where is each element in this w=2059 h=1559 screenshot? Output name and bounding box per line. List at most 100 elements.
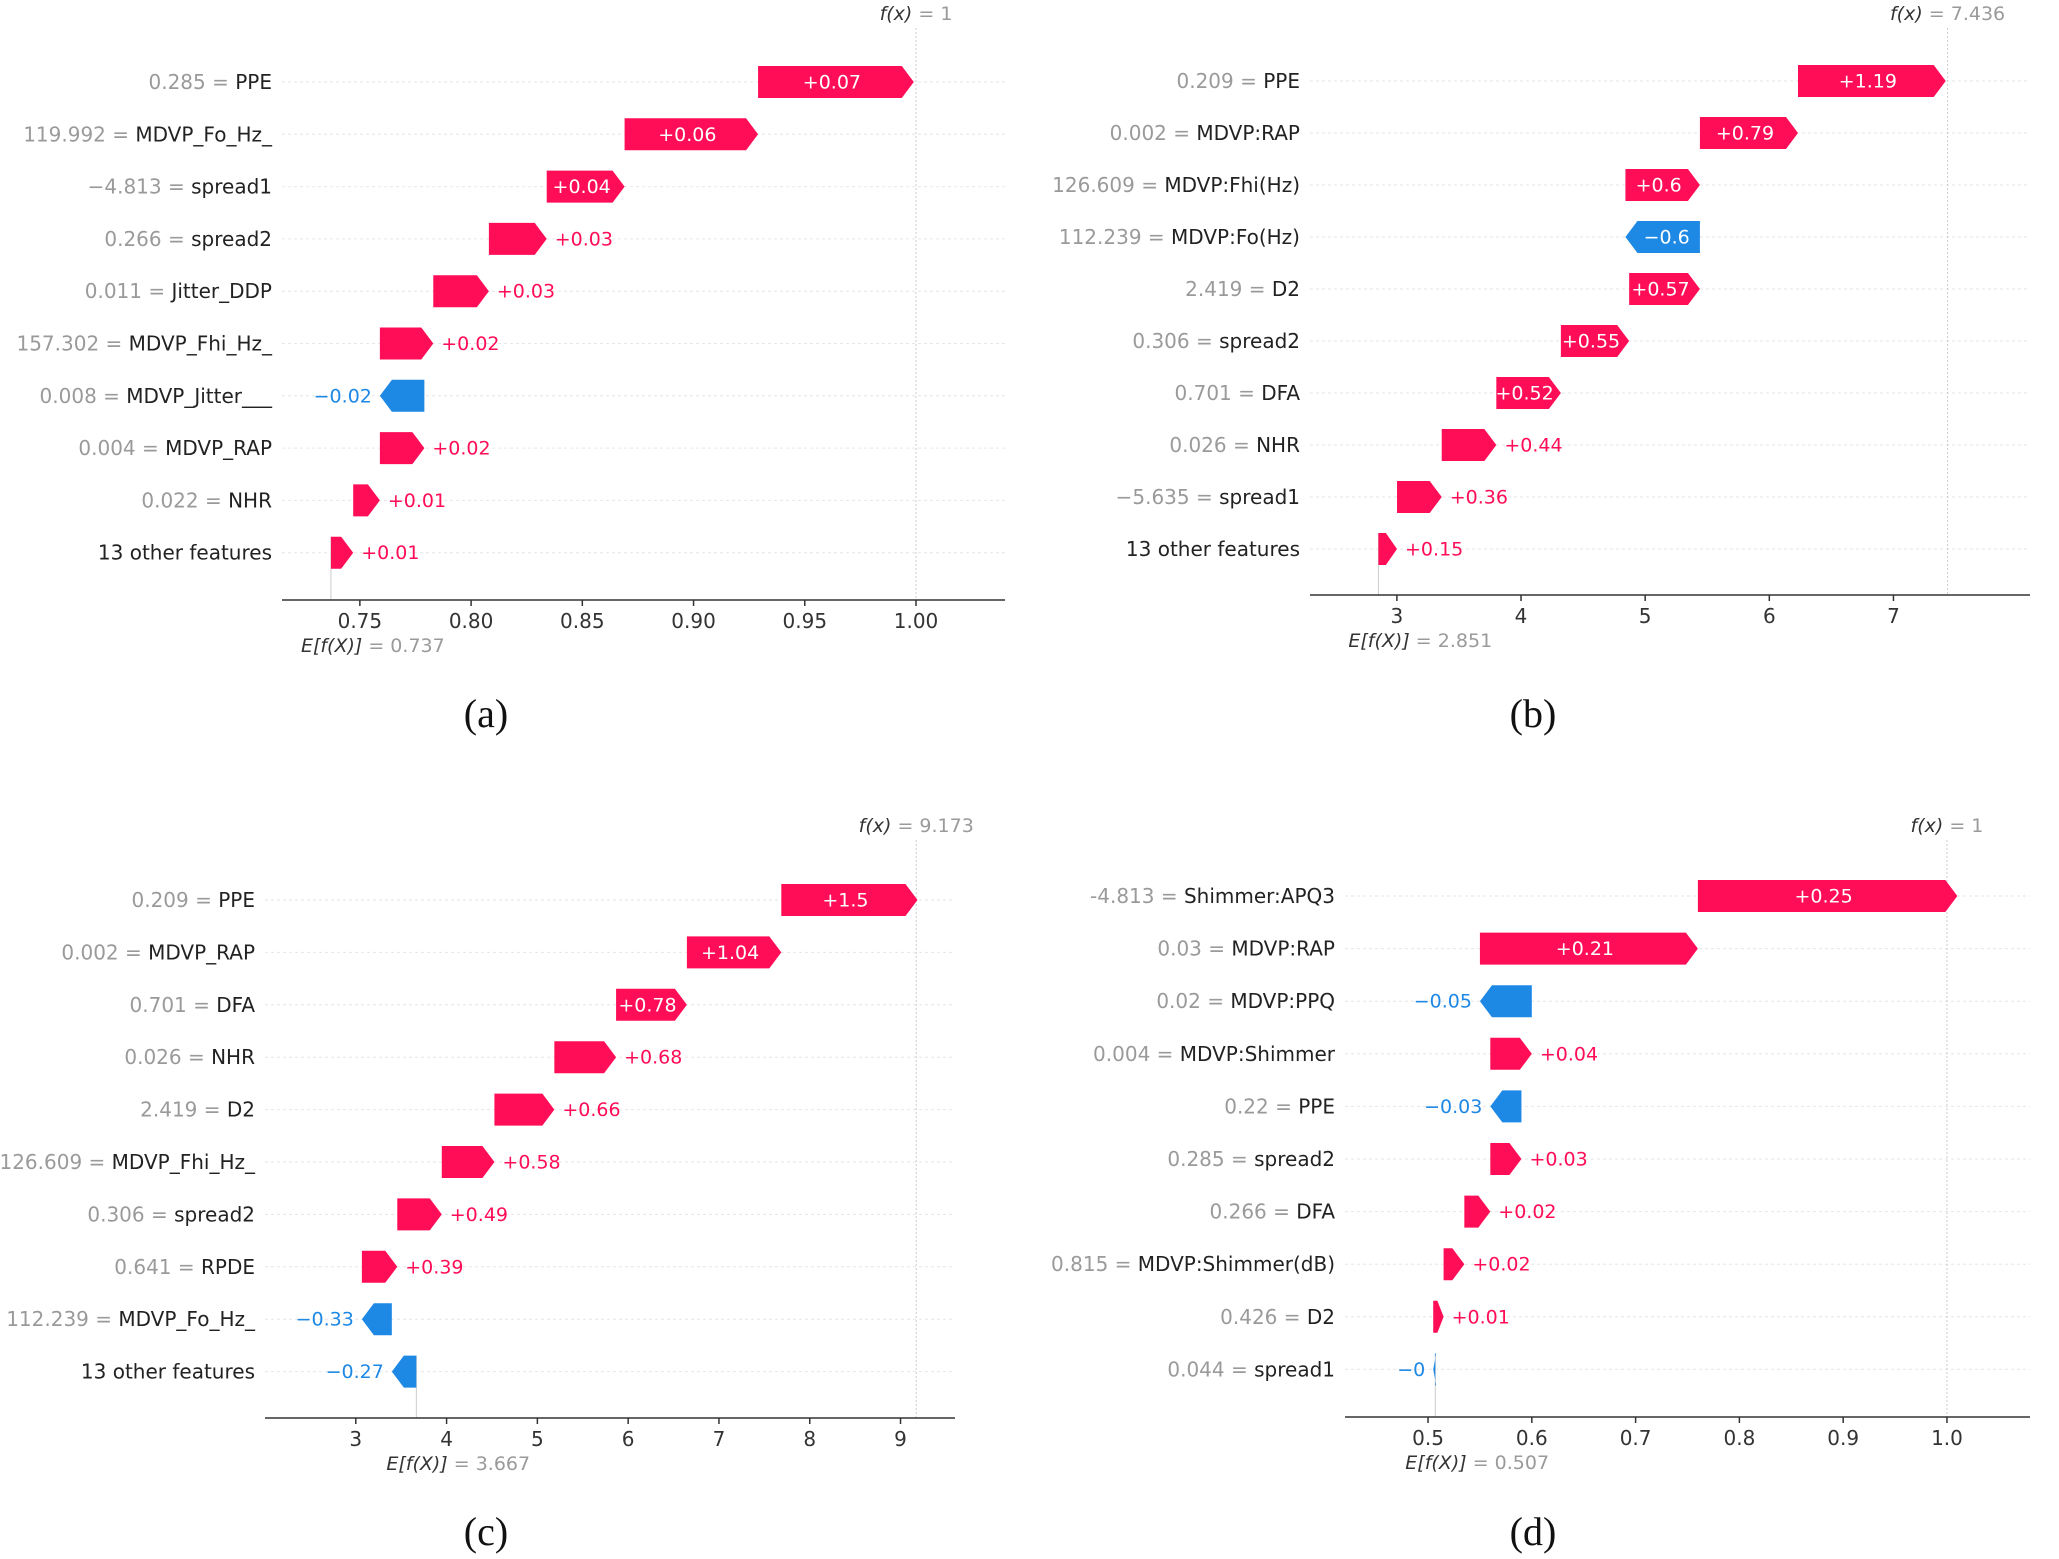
contribution-label: −0.33	[296, 1309, 354, 1331]
positive-contribution-bar	[494, 1093, 555, 1126]
positive-contribution-bar	[397, 1198, 442, 1231]
positive-contribution-bar	[1441, 429, 1497, 461]
feature-label: 0.266 = spread2	[104, 226, 272, 250]
feature-label: 0.004 = MDVP:Shimmer	[1093, 1041, 1336, 1065]
x-tick-label: 0.9	[1827, 1426, 1859, 1450]
feature-label: 0.266 = DFA	[1210, 1199, 1336, 1223]
contribution-label: +0.04	[1540, 1043, 1598, 1065]
feature-label: 0.02 = MDVP:PPQ	[1156, 989, 1335, 1013]
output-value-label: f(x) = 1	[880, 3, 953, 25]
x-tick-label: 7	[1887, 604, 1900, 628]
x-tick-label: 5	[531, 1427, 544, 1451]
contribution-label: +0.02	[441, 333, 499, 355]
x-tick-label: 1.0	[1931, 1426, 1963, 1450]
feature-label: 0.209 = PPE	[1177, 69, 1301, 93]
x-tick-label: 0.8	[1723, 1426, 1755, 1450]
output-value-label: f(x) = 1	[1911, 815, 1984, 837]
feature-label: 126.609 = MDVP:Fhi(Hz)	[1052, 173, 1300, 197]
contribution-label: +0.15	[1405, 539, 1463, 561]
positive-contribution-bar	[1397, 481, 1442, 513]
contribution-label: +0.21	[1556, 938, 1614, 960]
feature-label: 0.008 = MDVP_Jitter___	[40, 383, 273, 407]
positive-contribution-bar	[616, 988, 687, 1021]
positive-contribution-bar	[1560, 325, 1630, 357]
expected-value-label: E[f(X)] = 3.667	[386, 1453, 530, 1475]
contribution-label: +0.02	[1498, 1201, 1556, 1223]
feature-label: 13 other features	[1126, 537, 1300, 561]
feature-label: 0.002 = MDVP:RAP	[1110, 121, 1300, 145]
positive-contribution-bar	[781, 884, 918, 916]
feature-label: −4.813 = spread1	[88, 174, 272, 198]
positive-contribution-bar	[353, 484, 380, 517]
feature-label: 0.026 = NHR	[124, 1045, 255, 1069]
feature-label: 0.026 = NHR	[1169, 433, 1300, 457]
waterfall-panel-c: 3 4 5 6 7 8 9 E[f(X)] = 3.667 f(x) = 9.173 +1.5 0.…	[0, 780, 1029, 1559]
x-tick-label: 0.85	[560, 609, 605, 633]
positive-contribution-bar	[624, 118, 759, 151]
contribution-label: +0.03	[555, 228, 613, 250]
contribution-label: −0.27	[326, 1361, 384, 1383]
feature-label: 0.03 = MDVP:RAP	[1157, 936, 1335, 960]
feature-label: 0.285 = spread2	[1167, 1147, 1335, 1171]
x-tick-label: 7	[713, 1427, 726, 1451]
contribution-label: +0.66	[562, 1099, 620, 1121]
contribution-label: +0.36	[1450, 487, 1508, 509]
x-tick-label: 0.6	[1516, 1426, 1548, 1450]
x-tick-label: 9	[894, 1427, 907, 1451]
contribution-label: +1.19	[1839, 71, 1897, 93]
positive-contribution-bar	[1490, 1143, 1522, 1175]
positive-contribution-bar	[554, 1041, 617, 1074]
x-tick-label: 0.95	[783, 609, 828, 633]
feature-label: 126.609 = MDVP_Fhi_Hz_	[0, 1150, 256, 1174]
positive-contribution-bar	[361, 1250, 398, 1283]
feature-label: 0.641 = RPDE	[114, 1254, 255, 1278]
positive-contribution-bar	[488, 222, 547, 255]
feature-label: 157.302 = MDVP_Fhi_Hz_	[16, 331, 273, 355]
output-value-label: f(x) = 9.173	[859, 815, 974, 837]
positive-contribution-bar	[1496, 377, 1561, 409]
positive-contribution-bar	[1443, 1248, 1465, 1281]
contribution-label: +0.01	[1452, 1306, 1510, 1328]
contribution-label: −0.02	[314, 385, 372, 407]
contribution-label: +0.55	[1562, 331, 1620, 353]
feature-label: 112.239 = MDVP_Fo_Hz_	[6, 1307, 256, 1331]
contribution-label: +0.03	[497, 281, 555, 303]
feature-label: 0.701 = DFA	[1175, 381, 1301, 405]
x-tick-label: 0.80	[449, 609, 494, 633]
panel-caption-b: (b)	[1509, 691, 1557, 736]
feature-label: 13 other features	[81, 1359, 255, 1383]
contribution-label: +0.04	[553, 176, 611, 198]
feature-label: 0.002 = MDVP_RAP	[61, 940, 255, 964]
feature-label: 0.044 = spread1	[1167, 1357, 1335, 1381]
expected-value-label: E[f(X)] = 0.737	[301, 635, 445, 657]
contribution-label: +0.68	[624, 1047, 682, 1069]
waterfall-panel-d: 0.5 0.6 0.7 0.8 0.9 1.0 E[f(X)] = 0.507 f(x) = …	[1030, 780, 2059, 1559]
negative-contribution-bar	[361, 1303, 392, 1336]
contribution-label: +0.02	[1472, 1254, 1530, 1276]
feature-label: 0.022 = NHR	[141, 488, 272, 512]
feature-label: 2.419 = D2	[140, 1097, 255, 1121]
expected-value-label: E[f(X)] = 0.507	[1405, 1452, 1549, 1474]
positive-contribution-bar	[1490, 1037, 1532, 1070]
positive-contribution-bar	[330, 536, 354, 569]
feature-label: 13 other features	[98, 540, 272, 564]
x-tick-label: 0.5	[1412, 1426, 1444, 1450]
feature-label: 0.701 = DFA	[130, 992, 256, 1016]
contribution-label: +0.02	[432, 438, 490, 460]
positive-contribution-bar	[379, 432, 425, 465]
positive-contribution-bar	[1697, 880, 1958, 912]
contribution-label: +0.79	[1716, 123, 1774, 145]
contribution-label: −0.05	[1414, 991, 1472, 1013]
x-tick-label: 4	[1515, 604, 1528, 628]
positive-contribution-bar	[1629, 273, 1700, 305]
negative-contribution-bar	[1490, 1090, 1522, 1123]
contribution-label: +0.25	[1794, 886, 1852, 908]
negative-contribution-bar	[1479, 985, 1532, 1018]
panel-caption-c: (c)	[463, 1509, 509, 1554]
waterfall-chart-d: 0.5 0.6 0.7 0.8 0.9 1.0 E[f(X)] = 0.507 f(x) = …	[1051, 815, 2030, 1474]
positive-contribution-bar	[758, 66, 914, 98]
feature-label: 119.992 = MDVP_Fo_Hz_	[23, 122, 273, 146]
x-tick-label: 1.00	[894, 609, 939, 633]
contribution-label: +0.07	[803, 72, 861, 94]
output-value-label: f(x) = 7.436	[1890, 3, 2005, 25]
